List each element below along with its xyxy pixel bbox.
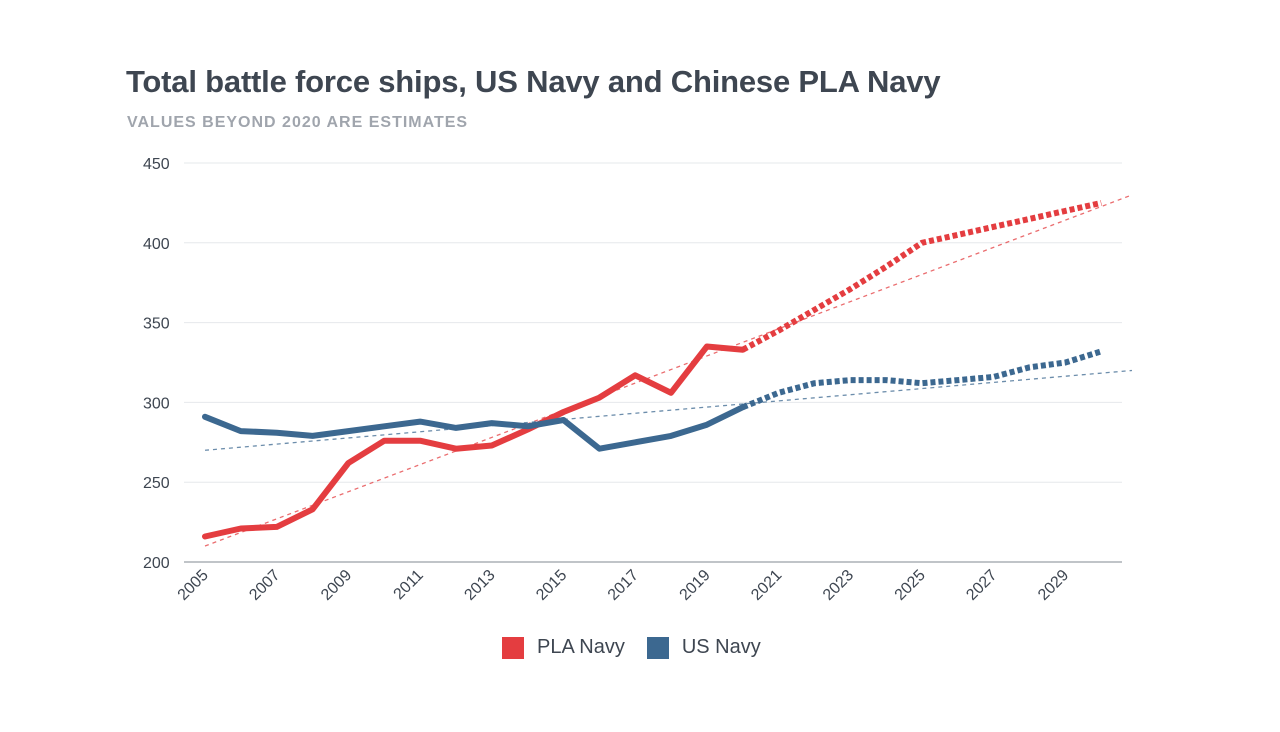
- y-tick-label: 450: [143, 156, 170, 173]
- legend: PLA Navy US Navy: [502, 636, 783, 659]
- legend-label-us: US Navy: [681, 636, 761, 658]
- series-lines: [202, 199, 1103, 540]
- chart-title: Total battle force ships, US Navy and Ch…: [126, 64, 941, 99]
- legend-item-pla: PLA Navy: [502, 636, 625, 659]
- series-line-pla-estimate: [741, 199, 1102, 353]
- legend-swatch-us: [646, 636, 669, 659]
- x-tick-label: 2019: [677, 567, 714, 604]
- y-tick-label: 300: [143, 395, 170, 412]
- x-tick-label: 2005: [175, 567, 212, 604]
- legend-swatch-pla: [502, 636, 524, 659]
- x-tick-label: 2017: [605, 567, 642, 604]
- x-tick-label: 2013: [461, 567, 498, 604]
- x-tick-label: 2015: [533, 567, 570, 604]
- trend-lines: [204, 194, 1133, 547]
- y-tick-label: 400: [143, 236, 170, 253]
- x-tick-label: 2027: [963, 567, 1000, 604]
- x-tick-label: 2029: [1035, 567, 1072, 604]
- x-tick-label: 2023: [820, 567, 857, 604]
- y-tick-label: 250: [143, 475, 170, 492]
- x-tick-label: 2009: [318, 567, 355, 604]
- x-tick-label: 2025: [892, 567, 929, 604]
- y-tick-label: 200: [143, 555, 170, 572]
- legend-label-pla: PLA Navy: [537, 636, 625, 658]
- x-tick-label: 2011: [391, 567, 427, 603]
- series-line-us-estimate: [741, 348, 1103, 410]
- x-tick-label: 2007: [246, 567, 283, 604]
- legend-item-us: US Navy: [646, 636, 761, 659]
- series-line-us-actual: [202, 404, 746, 452]
- x-tick-label: 2021: [748, 567, 785, 604]
- chart-subtitle: VALUES BEYOND 2020 ARE ESTIMATES: [127, 114, 469, 131]
- gridlines: [184, 162, 1122, 563]
- y-axis-ticks: 200 250 300 350 400 450: [143, 156, 170, 572]
- trend-line-pla: [204, 194, 1133, 547]
- trend-line-us: [204, 369, 1133, 451]
- x-axis-ticks: 2005 2007 2009 2011 2013 2015 2017 2019 2021 2023…: [175, 567, 1073, 604]
- series-line-pla-actual: [202, 343, 746, 540]
- y-tick-label: 350: [143, 316, 170, 333]
